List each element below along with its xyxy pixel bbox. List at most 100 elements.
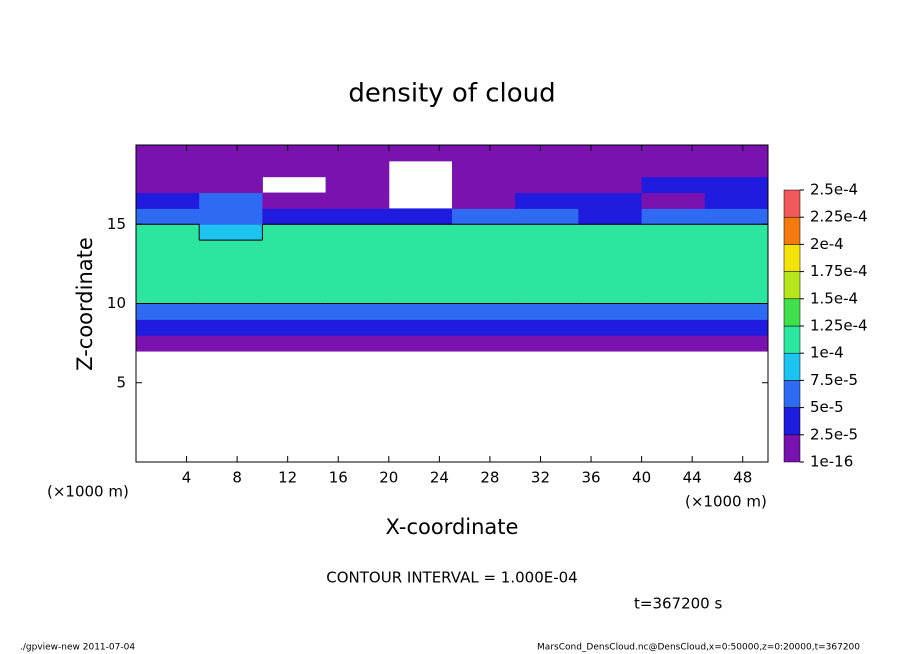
cell	[262, 224, 327, 241]
cell	[388, 208, 453, 225]
x-axis-label: X-coordinate	[386, 515, 519, 539]
cell	[704, 303, 769, 320]
cell	[578, 303, 643, 320]
cell	[452, 224, 516, 241]
x-tick-label: 28	[480, 469, 499, 487]
cell	[325, 255, 390, 273]
cell	[325, 160, 390, 178]
colorbar-label: 1.75e-4	[810, 262, 868, 280]
cell	[325, 287, 390, 304]
cell	[515, 208, 579, 225]
x-tick-label: 36	[581, 469, 600, 487]
cell	[199, 145, 263, 162]
cell	[262, 208, 327, 225]
cell	[136, 160, 200, 178]
cell	[136, 319, 200, 336]
time-label: t=367200 s	[634, 595, 722, 613]
cell	[578, 224, 643, 241]
cell	[136, 255, 200, 273]
colorbar-band	[783, 298, 801, 327]
cell	[452, 255, 516, 273]
cell	[515, 145, 579, 162]
cell	[325, 192, 390, 209]
x-tick-label: 4	[182, 469, 192, 487]
cell	[388, 287, 453, 304]
cell	[578, 240, 643, 257]
cell	[515, 271, 579, 289]
cell	[704, 224, 769, 241]
cell	[515, 176, 579, 194]
cell	[325, 335, 390, 352]
cell	[578, 287, 643, 304]
cell	[262, 145, 327, 162]
cell	[578, 335, 643, 352]
cell	[452, 271, 516, 289]
footer-left: ./gpview-new 2011-07-04	[20, 643, 135, 653]
cell	[704, 192, 769, 209]
x-tick-label: 8	[232, 469, 242, 487]
cell	[199, 271, 263, 289]
cell	[452, 192, 516, 209]
y-tick-label: 10	[107, 294, 126, 312]
colorbar-band	[783, 244, 801, 272]
cell	[388, 271, 453, 289]
cell	[262, 255, 327, 273]
cell	[199, 160, 263, 178]
cell	[704, 287, 769, 304]
cell	[515, 255, 579, 273]
cell	[704, 160, 769, 178]
cell	[578, 192, 643, 209]
cell	[704, 255, 769, 273]
cell	[262, 240, 327, 257]
x-tick-label: 20	[379, 469, 398, 487]
colorbar-label: 5e-5	[810, 398, 844, 416]
cell	[262, 319, 327, 336]
cell	[136, 240, 200, 257]
cell	[199, 335, 263, 352]
cell	[641, 192, 706, 209]
cell	[578, 160, 643, 178]
x-tick-label: 48	[733, 469, 752, 487]
cell	[199, 208, 263, 225]
cell	[578, 208, 643, 225]
cell	[515, 192, 579, 209]
cell	[388, 240, 453, 257]
cell	[136, 335, 200, 352]
colorbar-label: 7.5e-5	[810, 371, 858, 389]
cell	[262, 192, 327, 209]
cell	[452, 176, 516, 194]
cell	[452, 287, 516, 304]
cell	[704, 176, 769, 194]
colorbar-band	[783, 325, 801, 354]
y-tick-label: 15	[107, 215, 126, 233]
cell	[325, 224, 390, 241]
cell	[388, 255, 453, 273]
colorbar-label: 1.5e-4	[810, 289, 858, 307]
cell	[704, 319, 769, 336]
cell	[262, 287, 327, 304]
cell	[452, 208, 516, 225]
cell	[325, 271, 390, 289]
x-tick-label: 24	[430, 469, 449, 487]
cell	[452, 240, 516, 257]
cell	[325, 145, 390, 162]
cell	[325, 176, 390, 194]
cell	[325, 208, 390, 225]
cell	[641, 335, 706, 352]
cell	[452, 303, 516, 320]
colorbar-band	[783, 407, 801, 436]
x-tick-label: 16	[329, 469, 348, 487]
cell	[262, 303, 327, 320]
cell	[704, 208, 769, 225]
cell	[641, 240, 706, 257]
cell	[325, 319, 390, 336]
cell	[262, 335, 327, 352]
cell	[388, 303, 453, 320]
cell	[515, 224, 579, 241]
colorbar-label: 1e-4	[810, 344, 844, 362]
cell	[388, 319, 453, 336]
x-unit-label: (×1000 m)	[685, 493, 767, 511]
cell	[199, 176, 263, 194]
cell	[515, 335, 579, 352]
cell	[388, 224, 453, 241]
